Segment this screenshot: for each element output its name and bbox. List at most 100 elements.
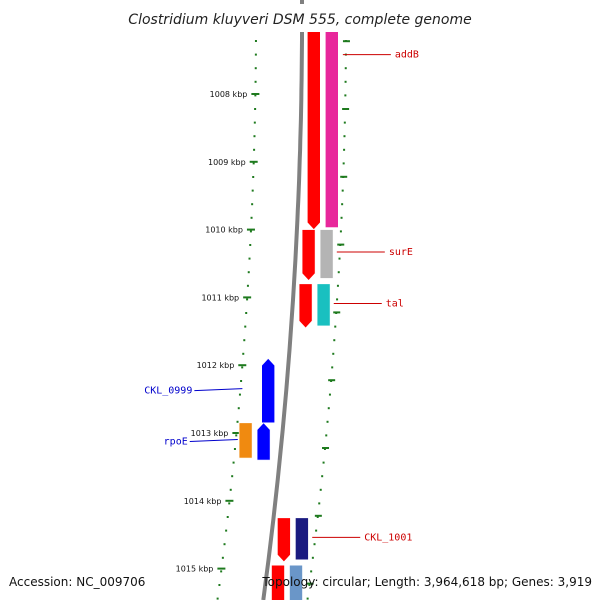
gene-tal-label[interactable]: tal: [386, 298, 404, 309]
gene-ckl-0999-strand-arrow[interactable]: [261, 357, 276, 424]
outer-dot: [311, 556, 314, 559]
scale-tick-label: 1009 kbp: [208, 158, 246, 167]
scale-tick: [249, 160, 258, 163]
gene-ckl-1001-label[interactable]: CKL_1001: [364, 532, 412, 543]
gene-rpoe-strand-arrow[interactable]: [256, 422, 271, 461]
scale-tick-label: 1014 kbp: [184, 497, 222, 506]
scale-tick: [243, 296, 252, 299]
map-title: Clostridium kluyveri DSM 555, complete g…: [128, 12, 471, 28]
gene-sure-strand-arrow[interactable]: [301, 229, 316, 281]
outer-tick: [342, 40, 350, 43]
outer-dot: [336, 298, 339, 301]
scale-dot: [251, 189, 254, 192]
outer-dot: [315, 529, 318, 532]
gene-unnamed-cog-block[interactable]: [289, 564, 303, 600]
scale-dot: [254, 67, 257, 70]
gene-ckl-0999-label[interactable]: CKL_0999: [144, 386, 192, 397]
scale-dot: [253, 135, 256, 138]
scale-tick: [225, 499, 234, 502]
scale-tick-label: 1008 kbp: [210, 90, 248, 99]
outer-tick: [333, 311, 341, 314]
outer-tick: [337, 243, 345, 246]
outer-dot: [340, 216, 343, 219]
outer-dot: [331, 366, 334, 369]
gene-ckl-0999-leader-line: [194, 388, 243, 392]
outer-tick: [342, 108, 350, 110]
scale-dot: [226, 516, 229, 518]
outer-dot: [310, 570, 313, 573]
outer-dot: [313, 543, 316, 546]
outer-dot: [327, 407, 330, 410]
outer-dot: [336, 284, 339, 287]
scale-dot: [244, 325, 247, 328]
scale-dot: [216, 597, 219, 600]
gene-tal-strand-arrow[interactable]: [298, 283, 313, 329]
scale-dot: [243, 339, 246, 342]
scale-tick: [251, 93, 260, 95]
gene-sure-label[interactable]: surE: [389, 247, 413, 258]
scale-dot: [251, 203, 254, 206]
gene-ckl-1001-cog-block[interactable]: [295, 517, 309, 561]
gene-addb-strand-arrow[interactable]: [306, 12, 321, 231]
outer-dot: [341, 203, 344, 206]
gene-addb-label[interactable]: addB: [395, 50, 419, 61]
outer-dot: [319, 488, 322, 491]
scale-dot: [254, 80, 257, 83]
gene-rpoe-cog-block[interactable]: [238, 422, 253, 459]
outer-dot: [339, 230, 342, 233]
outer-dot: [326, 420, 329, 423]
scale-dot: [247, 271, 250, 274]
outer-dot: [344, 94, 347, 97]
scale-tick: [232, 432, 241, 434]
outer-dot: [321, 475, 324, 478]
outer-dot: [343, 121, 346, 124]
gene-unnamed-strand-arrow[interactable]: [271, 564, 285, 600]
outer-tick: [328, 379, 336, 382]
scale-tick-label: 1011 kbp: [201, 293, 239, 302]
scale-tick-label: 1013 kbp: [191, 429, 229, 438]
outer-dot: [316, 516, 319, 518]
scale-tick-label: 1015 kbp: [176, 565, 214, 574]
outer-dot: [343, 148, 346, 151]
gene-addb-cog-block[interactable]: [324, 12, 339, 228]
scale-dot: [249, 244, 252, 246]
scale-dot: [253, 148, 256, 151]
outer-dot: [328, 393, 331, 396]
outer-dot: [343, 135, 346, 138]
outer-dot: [318, 502, 321, 505]
scale-dot: [221, 556, 224, 559]
outer-dot: [337, 271, 340, 274]
scale-dot: [248, 257, 251, 260]
gene-tal-cog-block[interactable]: [316, 283, 331, 327]
scale-tick: [217, 567, 226, 570]
scale-dot: [250, 216, 253, 219]
scale-dot: [218, 584, 221, 586]
scale-dot: [235, 434, 238, 437]
scale-dot: [238, 393, 241, 396]
scale-dot: [228, 502, 231, 505]
scale-dot: [246, 284, 249, 287]
scale-dot: [246, 298, 249, 301]
outer-dot: [322, 461, 325, 464]
scale-dot: [233, 448, 236, 450]
scale-dot: [254, 108, 257, 110]
scale-dot: [240, 380, 243, 382]
scale-tick-label: 1010 kbp: [205, 226, 243, 235]
scale-dot: [232, 461, 235, 464]
scale-dot: [229, 488, 232, 491]
scale-tick-label: 1012 kbp: [197, 361, 235, 370]
outer-dot: [344, 67, 347, 70]
outer-dot: [342, 162, 345, 165]
outer-dotted-track: [306, 40, 350, 600]
gene-rpoe-leader-line: [189, 438, 238, 442]
gene-rpoe-label[interactable]: rpoE: [164, 436, 188, 447]
scale-dot: [231, 475, 234, 478]
genes-layer: [238, 12, 339, 600]
scale-dot: [252, 176, 255, 178]
gene-ckl-1001-strand-arrow[interactable]: [277, 517, 291, 563]
scale-dot: [220, 570, 223, 573]
scale-tick: [238, 364, 247, 367]
gene-sure-cog-block[interactable]: [319, 229, 334, 279]
outer-dot: [338, 257, 341, 260]
